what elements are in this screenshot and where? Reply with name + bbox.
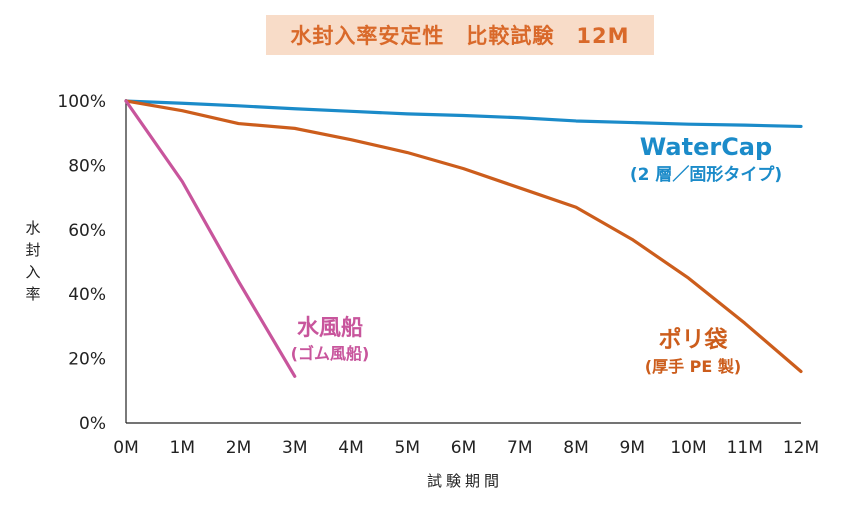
series-sublabel: (ゴム風船) [291,344,370,363]
axes [125,99,801,424]
series-name-label: ポリ袋 [659,326,729,353]
series-sublabel: (2 層／固形タイプ) [630,164,782,185]
series-sublabel: (厚手 PE 製) [645,357,741,376]
y-tick-label: 40% [68,285,106,305]
x-axis-label: 試験期間 [427,472,503,490]
x-tick-label: 3M [282,438,307,458]
x-tick-label: 10M [670,438,706,458]
x-tick-label: 12M [783,438,819,458]
series-line-1 [124,99,803,374]
x-tick-label: 4M [338,438,363,458]
series-line-2 [124,99,297,378]
x-tick-labels: 0M 1M 2M 3M 4M 5M 6M 7M 8M 9M 10M 11M 12M [113,438,819,458]
chart-title: 水封入率安定性 比較試験 12M [266,15,654,55]
x-tick-label: 2M [226,438,251,458]
y-tick-label: 0% [79,414,106,434]
series-name-label: 水風船 [297,315,363,341]
series-labels: WaterCap (2 層／固形タイプ) ポリ袋 (厚手 PE 製) 水風船 (ゴム風船) [291,133,782,376]
y-tick-label: 80% [68,156,106,176]
x-tick-label: 11M [727,438,763,458]
x-tick-label: 7M [507,438,532,458]
y-tick-label: 100% [57,92,106,112]
x-tick-label: 9M [620,438,645,458]
y-tick-label: 20% [68,350,106,370]
series-name-label: WaterCap [640,133,772,161]
x-tick-label: 1M [170,438,195,458]
y-tick-label: 60% [68,221,106,241]
x-tick-label: 5M [395,438,420,458]
y-tick-labels: 0% 20% 40% 60% 80% 100% [57,92,106,434]
y-axis-label-char: 水 [25,219,40,237]
y-axis-label-char: 入 [25,263,40,281]
series-line-0 [124,99,803,129]
x-tick-label: 6M [451,438,476,458]
y-axis-label: 水封入率 [25,219,40,303]
series-lines [124,99,803,378]
y-axis-label-char: 封 [25,241,40,259]
y-axis-label-char: 率 [25,285,40,303]
x-tick-label: 8M [563,438,588,458]
x-tick-label: 0M [113,438,138,458]
